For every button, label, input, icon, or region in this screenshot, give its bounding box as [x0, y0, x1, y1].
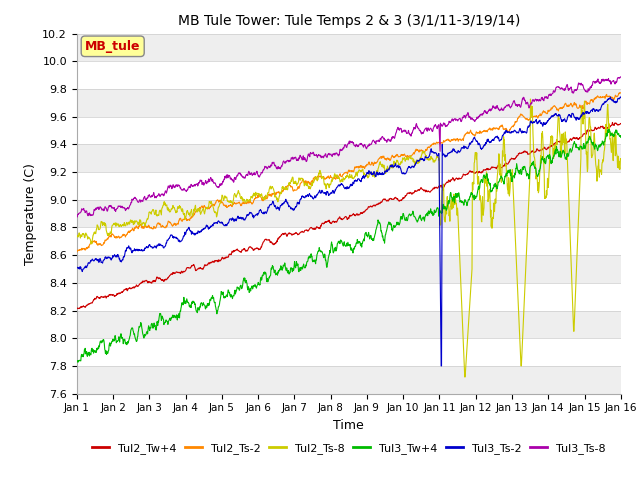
- Legend: Tul2_Tw+4, Tul2_Ts-2, Tul2_Ts-8, Tul3_Tw+4, Tul3_Ts-2, Tul3_Ts-8: Tul2_Tw+4, Tul2_Ts-2, Tul2_Ts-8, Tul3_Tw…: [88, 438, 610, 458]
- Bar: [77, 34, 621, 61]
- Bar: [77, 89, 621, 117]
- Bar: [77, 200, 621, 228]
- Bar: [77, 366, 621, 394]
- Bar: [77, 144, 621, 172]
- Y-axis label: Temperature (C): Temperature (C): [24, 163, 36, 264]
- Text: MB_tule: MB_tule: [85, 40, 140, 53]
- Bar: [77, 255, 621, 283]
- X-axis label: Time: Time: [333, 419, 364, 432]
- Bar: [77, 311, 621, 338]
- Title: MB Tule Tower: Tule Temps 2 & 3 (3/1/11-3/19/14): MB Tule Tower: Tule Temps 2 & 3 (3/1/11-…: [178, 14, 520, 28]
